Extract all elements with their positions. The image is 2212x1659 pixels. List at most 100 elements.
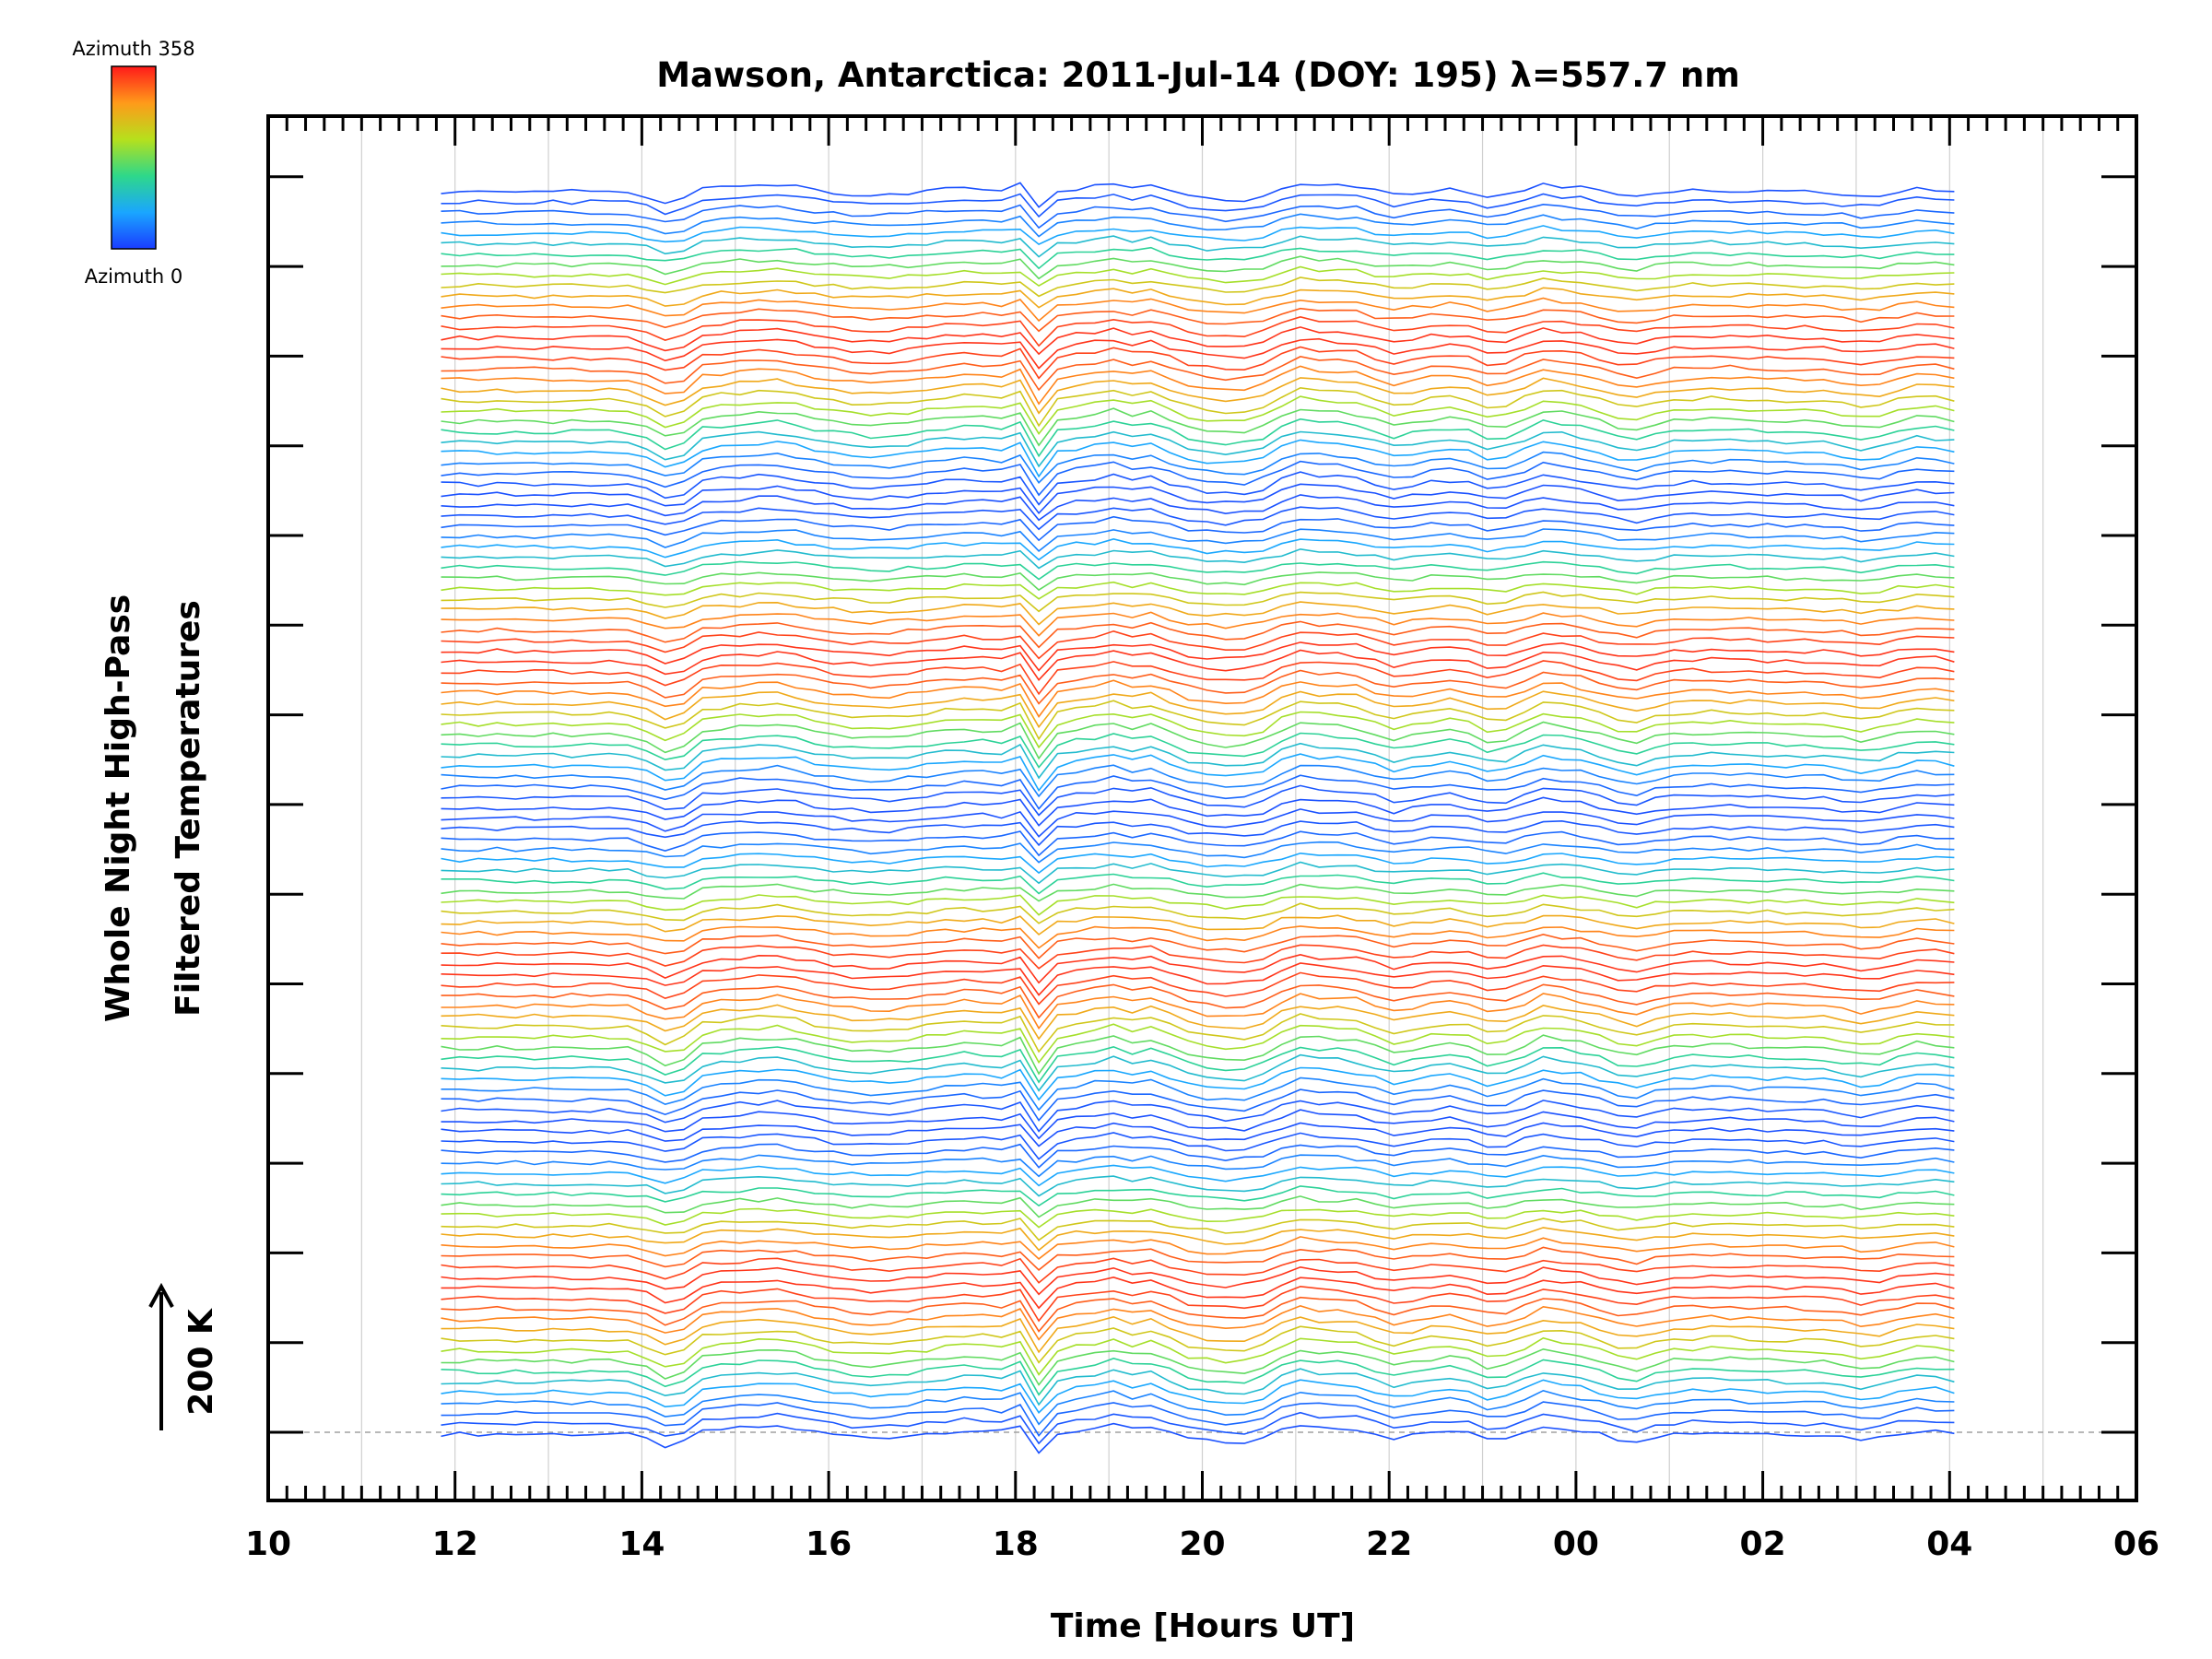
series-line (441, 620, 1955, 649)
x-tick-label: 02 (1740, 1525, 1786, 1563)
series-line (441, 669, 1955, 705)
series-line (441, 1077, 1955, 1112)
series-line (441, 774, 1955, 810)
series-line (441, 1265, 1955, 1296)
series-line (441, 764, 1955, 798)
series-line (441, 1175, 1955, 1197)
series-line (441, 742, 1955, 780)
series-line (441, 1004, 1955, 1041)
series-line (441, 1411, 1955, 1445)
series-line (441, 315, 1955, 347)
series-line (441, 1236, 1955, 1260)
series-line (441, 721, 1955, 760)
series-line (441, 1164, 1955, 1187)
series-line (441, 1195, 1955, 1218)
series-line (441, 246, 1955, 270)
series-line (441, 307, 1955, 333)
series-line (441, 841, 1955, 864)
series-line (441, 1246, 1955, 1271)
series-line (441, 377, 1955, 415)
series-line (441, 1132, 1955, 1160)
series-line (441, 953, 1955, 984)
series-line (441, 418, 1955, 458)
series-line (441, 1207, 1955, 1229)
series-line (441, 203, 1955, 229)
series-lines (441, 182, 1955, 1454)
series-line (441, 537, 1955, 561)
series-line (441, 852, 1955, 875)
series-line (441, 641, 1955, 672)
colorbar-bottom-label: Azimuth 0 (85, 265, 183, 288)
series-line (441, 356, 1955, 392)
series-line (441, 337, 1955, 370)
scale-indicator: 200 K (148, 1282, 220, 1430)
series-line (441, 1276, 1955, 1310)
series-line (441, 883, 1955, 902)
series-line (441, 1285, 1955, 1323)
series-line (441, 611, 1955, 637)
series-line (441, 255, 1955, 280)
x-tick-label: 22 (1366, 1525, 1412, 1563)
x-tick-label: 00 (1553, 1525, 1599, 1563)
series-line (441, 1143, 1955, 1169)
series-line (441, 1053, 1955, 1092)
series-line (441, 182, 1955, 208)
series-line (441, 872, 1955, 895)
series-line (441, 971, 1955, 1006)
series-line (441, 1227, 1955, 1252)
series-line (441, 235, 1955, 258)
series-line (441, 1257, 1955, 1284)
x-tick-label: 04 (1926, 1525, 1972, 1563)
series-line (441, 861, 1955, 885)
series-line (441, 581, 1955, 600)
x-tick-label: 14 (618, 1525, 665, 1563)
series-line (441, 297, 1955, 323)
series-line (441, 326, 1955, 356)
series-line (441, 287, 1955, 309)
series-line (441, 471, 1955, 506)
colorbar-top-label: Azimuth 358 (72, 38, 194, 60)
y-axis-label-line1: Whole Night High-Pass (100, 594, 137, 1022)
series-line (441, 679, 1955, 718)
x-tick-label: 20 (1179, 1525, 1225, 1563)
series-line (441, 1185, 1955, 1207)
series-line (441, 1422, 1955, 1454)
series-line (441, 732, 1955, 769)
series-line (441, 1218, 1955, 1241)
x-tick-label: 10 (245, 1525, 291, 1563)
series-line (441, 1401, 1955, 1437)
x-tick-label: 12 (432, 1525, 478, 1563)
series-line (441, 1045, 1955, 1084)
x-tick-labels: 10 12 14 16 18 20 22 00 02 04 06 (245, 1525, 2159, 1563)
series-line (441, 407, 1955, 447)
series-line (441, 365, 1955, 406)
series-line (441, 925, 1955, 949)
series-line (441, 933, 1955, 959)
series-line (441, 962, 1955, 996)
scale-arrow-head (148, 1282, 174, 1308)
series-line (441, 1154, 1955, 1178)
x-tick-label: 18 (993, 1525, 1039, 1563)
series-line (441, 439, 1955, 478)
series-line (441, 386, 1955, 428)
series-line (441, 700, 1955, 741)
series-line (441, 213, 1955, 238)
chart-title: Mawson, Antarctica: 2011-Jul-14 (DOY: 19… (656, 55, 1740, 95)
series-line (441, 1368, 1955, 1406)
series-line (441, 591, 1955, 613)
series-line (441, 1088, 1955, 1122)
series-line (441, 460, 1955, 497)
series-line (441, 451, 1955, 484)
series-line (441, 1122, 1955, 1147)
series-line (441, 528, 1955, 552)
series-line (441, 1336, 1955, 1376)
series-line (441, 894, 1955, 916)
series-line (441, 660, 1955, 696)
series-line (441, 430, 1955, 468)
series-line (441, 1325, 1955, 1364)
series-line (441, 1109, 1955, 1140)
series-line (441, 784, 1955, 817)
series-line (441, 649, 1955, 681)
